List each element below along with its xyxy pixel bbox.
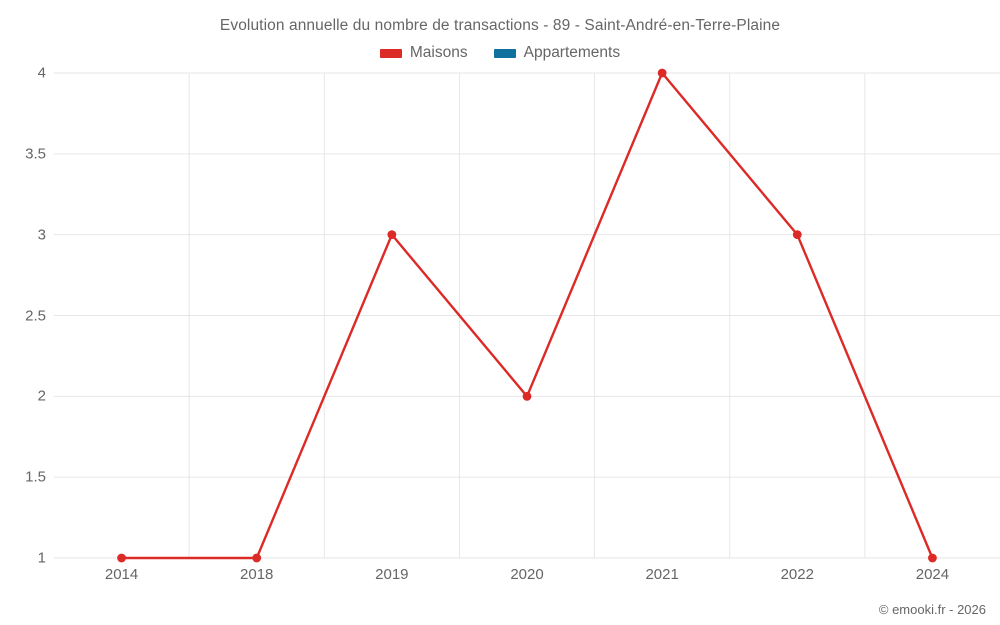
x-tick-label: 2020 [510,566,544,583]
legend-item-maisons[interactable]: Maisons [379,44,468,62]
y-tick-label: 1.5 [25,468,46,486]
y-tick-label: 3.5 [25,145,46,163]
data-point[interactable] [657,68,667,78]
y-tick-label: 1 [37,549,46,567]
y-axis: 1 1.5 2 2.5 3 3.5 4 [0,65,46,567]
x-tick-label: 2019 [375,566,409,583]
y-tick-label: 3 [37,226,46,244]
credit-text: © emooki.fr - 2026 [878,602,986,617]
legend-swatch-icon [493,48,516,58]
x-tick-label: 2018 [240,566,274,583]
data-point[interactable] [117,553,126,563]
x-tick-label: 2022 [780,566,814,583]
x-tick-label: 2014 [104,566,139,583]
legend-item-label: Appartements [523,44,621,61]
data-point[interactable] [522,391,532,401]
y-tick-label: 4 [37,64,46,82]
y-tick-label: 2 [37,387,46,405]
legend-swatch-icon [379,48,402,58]
data-point[interactable] [792,230,802,240]
x-tick-label: 2021 [645,566,679,583]
plot-svg [54,68,1000,563]
chart-legend: Maisons Appartements [0,44,1000,62]
plot-area [54,68,1000,563]
data-point[interactable] [387,230,397,240]
chart-title: Evolution annuelle du nombre de transact… [219,17,781,34]
x-tick-label: 2024 [915,566,950,583]
y-tick-label: 2.5 [25,307,46,324]
legend-item-label: Maisons [409,44,468,61]
data-point[interactable] [928,553,937,563]
legend-item-appartements[interactable]: Appartements [493,44,621,62]
x-axis: 2014 2018 2019 2020 2021 2022 2024 [54,566,1000,588]
data-point[interactable] [252,553,262,563]
